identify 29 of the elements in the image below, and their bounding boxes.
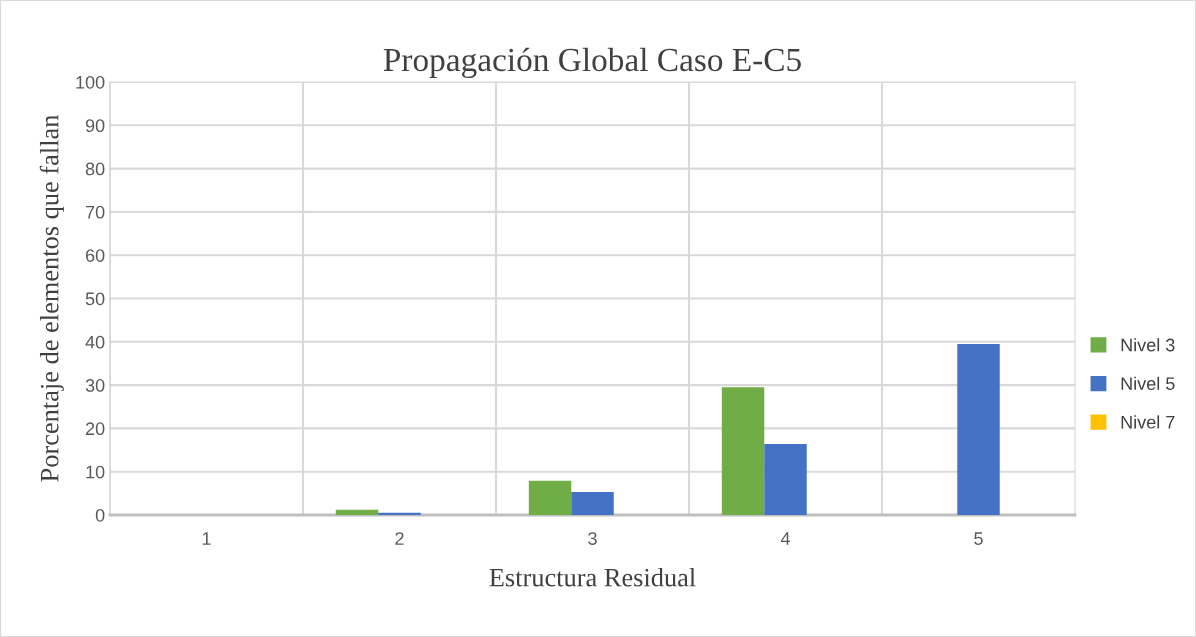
x-axis-title: Estructura Residual xyxy=(489,567,696,587)
x-tick-label: 4 xyxy=(780,532,790,545)
bar xyxy=(335,509,379,515)
legend-label: Nivel 3 xyxy=(1121,338,1175,352)
bar xyxy=(528,480,572,515)
x-tick-label: 1 xyxy=(202,532,211,545)
legend-label: Nivel 5 xyxy=(1121,376,1175,390)
y-tick-label: 70 xyxy=(85,205,105,219)
y-axis-title: Porcentaje de elementos que fallan xyxy=(39,115,64,482)
y-tick-label: 0 xyxy=(95,508,105,522)
chart-title: Propagación Global Caso E-C5 xyxy=(383,47,801,79)
y-tick-label: 40 xyxy=(85,335,105,349)
x-tick-label: 5 xyxy=(974,532,983,545)
bar xyxy=(764,443,807,515)
x-tick-label: 2 xyxy=(395,532,404,545)
y-tick-label: 10 xyxy=(86,465,105,479)
y-tick-label: 30 xyxy=(85,379,105,392)
bar xyxy=(378,512,421,515)
y-tick-label: 100 xyxy=(76,75,105,89)
y-tick-label: 50 xyxy=(85,292,105,306)
bar xyxy=(721,387,765,515)
y-tick-label: 20 xyxy=(85,422,105,436)
y-tick-label: 60 xyxy=(85,249,105,262)
y-tick-label: 90 xyxy=(85,119,105,133)
y-tick-label: 80 xyxy=(85,162,105,176)
bar xyxy=(571,492,614,515)
bar xyxy=(957,343,1000,515)
x-tick-label: 3 xyxy=(588,532,597,545)
legend-label: Nivel 7 xyxy=(1121,415,1175,429)
